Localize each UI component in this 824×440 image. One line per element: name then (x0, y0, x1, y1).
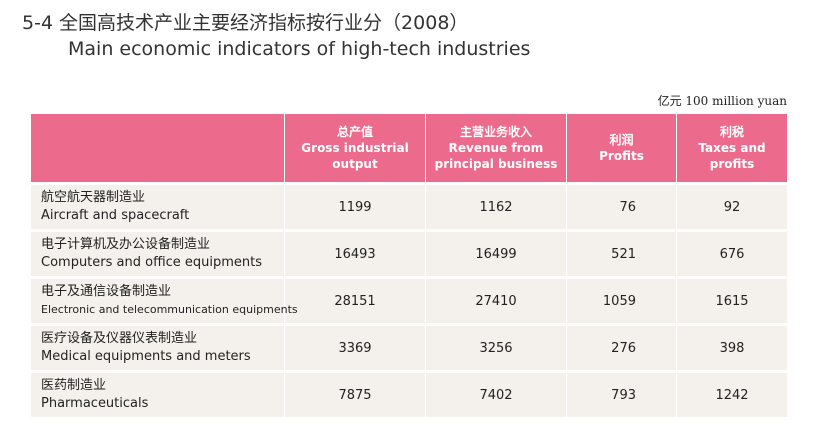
header-taxes-en1: Taxes and (698, 141, 766, 155)
header-revenue: 主营业务收入 Revenue from principal business (425, 114, 566, 182)
revenue-cell: 27410 (425, 276, 566, 323)
title-block: 5-4 全国高技术产业主要经济指标按行业分（2008） Main economic… (22, 10, 802, 62)
header-taxes-cn: 利税 (719, 125, 744, 139)
header-profits-cn: 利润 (609, 133, 634, 147)
table-row: 电子及通信设备制造业 Electronic and telecommunicat… (31, 276, 787, 323)
gross-output-cell: 1199 (284, 182, 425, 229)
header-gross-cn: 总产值 (336, 125, 373, 139)
gross-output-cell: 7875 (284, 370, 425, 417)
header-revenue-en1: Revenue from (448, 141, 544, 155)
header-taxes-en2: profits (709, 157, 755, 171)
header-gross-output: 总产值 Gross industrial output (284, 114, 425, 182)
header-profits-en1: Profits (599, 149, 644, 163)
header-taxes: 利税 Taxes and profits (676, 114, 787, 182)
header-gross-en1: Gross industrial (301, 141, 409, 155)
profits-cell: 793 (566, 370, 676, 417)
unit-label: 亿元 100 million yuan (657, 94, 787, 108)
industry-cell: 电子及通信设备制造业 Electronic and telecommunicat… (31, 276, 298, 323)
industry-name-cn: 电子计算机及办公设备制造业 (41, 237, 211, 252)
industry-name-en: Electronic and telecommunication equipme… (41, 303, 298, 316)
table-row: 航空航天器制造业 Aircraft and spacecraft 1199 11… (31, 182, 787, 229)
table-row: 电子计算机及办公设备制造业 Computers and office equip… (31, 229, 787, 276)
header-profits: 利润 Profits (566, 114, 676, 182)
industry-name-en: Computers and office equipments (41, 255, 263, 270)
taxes-cell: 92 (676, 182, 787, 229)
taxes-cell: 398 (676, 323, 787, 370)
header-revenue-cn: 主营业务收入 (459, 125, 532, 139)
industry-name-en: Pharmaceuticals (41, 396, 149, 411)
page-title-en: Main economic indicators of high-tech in… (68, 38, 531, 60)
industry-cell: 医疗设备及仪器仪表制造业 Medical equipments and mete… (31, 323, 284, 370)
taxes-cell: 1242 (676, 370, 787, 417)
page-title-cn: 5-4 全国高技术产业主要经济指标按行业分（2008） (22, 10, 802, 36)
industry-cell: 电子计算机及办公设备制造业 Computers and office equip… (31, 229, 284, 276)
header-revenue-en2: principal business (434, 157, 558, 171)
table-row: 医药制造业 Pharmaceuticals 7875 7402 793 1242 (31, 370, 787, 417)
industry-name-cn: 医药制造业 (41, 378, 107, 393)
revenue-cell: 1162 (425, 182, 566, 229)
table-number: 5-4 (22, 12, 54, 34)
industry-name-cn: 航空航天器制造业 (41, 190, 146, 205)
indicators-table: 总产值 Gross industrial output 主营业务收入 Reven… (31, 114, 787, 417)
profits-cell: 276 (566, 323, 676, 370)
industry-name-cn: 医疗设备及仪器仪表制造业 (41, 331, 198, 346)
industry-name-en: Aircraft and spacecraft (41, 208, 190, 223)
industry-cell: 航空航天器制造业 Aircraft and spacecraft (31, 182, 284, 229)
taxes-cell: 676 (676, 229, 787, 276)
header-row: 总产值 Gross industrial output 主营业务收入 Reven… (31, 114, 787, 182)
title-cn-text: 全国高技术产业主要经济指标按行业分（2008） (59, 12, 469, 34)
industry-name-en: Medical equipments and meters (41, 349, 251, 364)
revenue-cell: 16499 (425, 229, 566, 276)
revenue-cell: 3256 (425, 323, 566, 370)
gross-output-cell: 3369 (284, 323, 425, 370)
revenue-cell: 7402 (425, 370, 566, 417)
table-row: 医疗设备及仪器仪表制造业 Medical equipments and mete… (31, 323, 787, 370)
header-industry (31, 114, 284, 182)
profits-cell: 521 (566, 229, 676, 276)
industry-cell: 医药制造业 Pharmaceuticals (31, 370, 284, 417)
taxes-cell: 1615 (676, 276, 787, 323)
profits-cell: 76 (566, 182, 676, 229)
industry-name-cn: 电子及通信设备制造业 (41, 284, 172, 299)
gross-output-cell: 16493 (284, 229, 425, 276)
header-gross-en2: output (332, 157, 378, 171)
profits-cell: 1059 (566, 276, 676, 323)
gross-output-cell: 28151 (284, 276, 425, 323)
